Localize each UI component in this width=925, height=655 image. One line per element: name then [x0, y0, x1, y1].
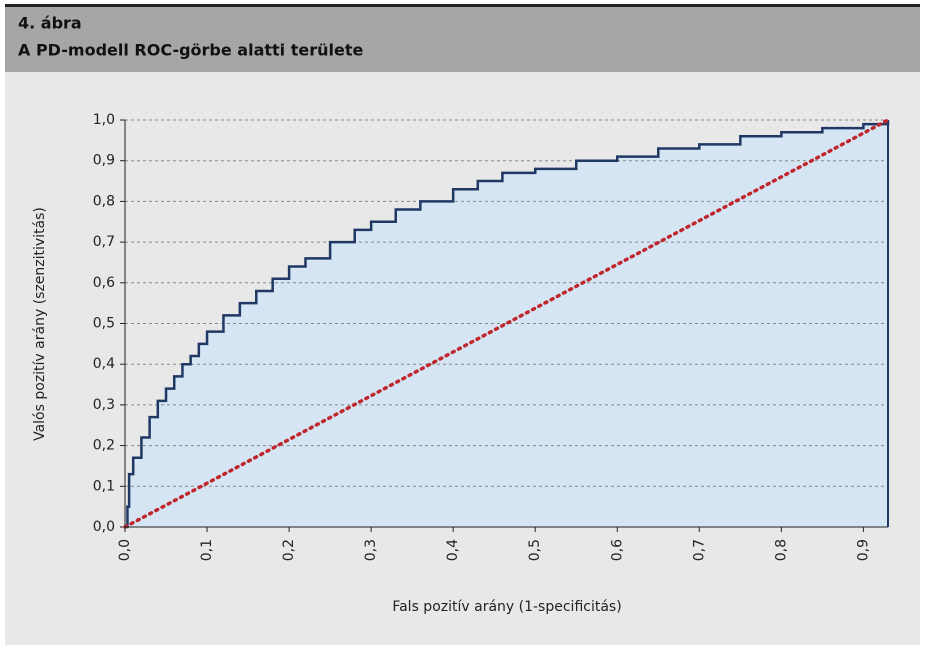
- y-tick-label: 0,6: [93, 275, 115, 291]
- y-tick-label: 0,8: [93, 193, 115, 209]
- y-tick-label: 0,3: [93, 397, 115, 413]
- header-band: [5, 5, 920, 72]
- x-tick-label: 0,9: [855, 539, 871, 561]
- roc-curve: [125, 120, 890, 529]
- y-tick-label: 0,5: [93, 316, 115, 332]
- x-axis-label: Fals pozitív arány (1-specificitás): [392, 599, 621, 615]
- y-tick-label: 0,4: [93, 356, 115, 372]
- x-tick-label: 0,4: [445, 539, 461, 561]
- chart-title: A PD-modell ROC-görbe alatti területe: [18, 41, 363, 60]
- x-tick-label: 0,7: [691, 539, 707, 561]
- header-rule: [5, 4, 920, 7]
- x-tick-label: 0,5: [527, 539, 543, 561]
- y-tick-label: 0,0: [93, 519, 115, 535]
- y-tick-label: 0,1: [93, 478, 115, 494]
- y-tick-label: 0,7: [93, 234, 115, 250]
- diagonal-line: [123, 118, 890, 529]
- x-tick-label: 0,0: [117, 539, 133, 561]
- x-tick-label: 0,1: [199, 539, 215, 561]
- y-tick-label: 1,0: [93, 112, 115, 128]
- x-tick-label: 0,3: [363, 539, 379, 561]
- figure-number: 4. ábra: [18, 14, 82, 33]
- x-tick-label: 0,8: [773, 539, 789, 561]
- y-axis-label: Valós pozitív arány (szenzitivitás): [32, 207, 48, 441]
- y-tick-label: 0,9: [93, 153, 115, 169]
- y-tick-label: 0,2: [93, 438, 115, 454]
- x-tick-label: 0,6: [609, 539, 625, 561]
- x-tick-label: 0,2: [281, 539, 297, 561]
